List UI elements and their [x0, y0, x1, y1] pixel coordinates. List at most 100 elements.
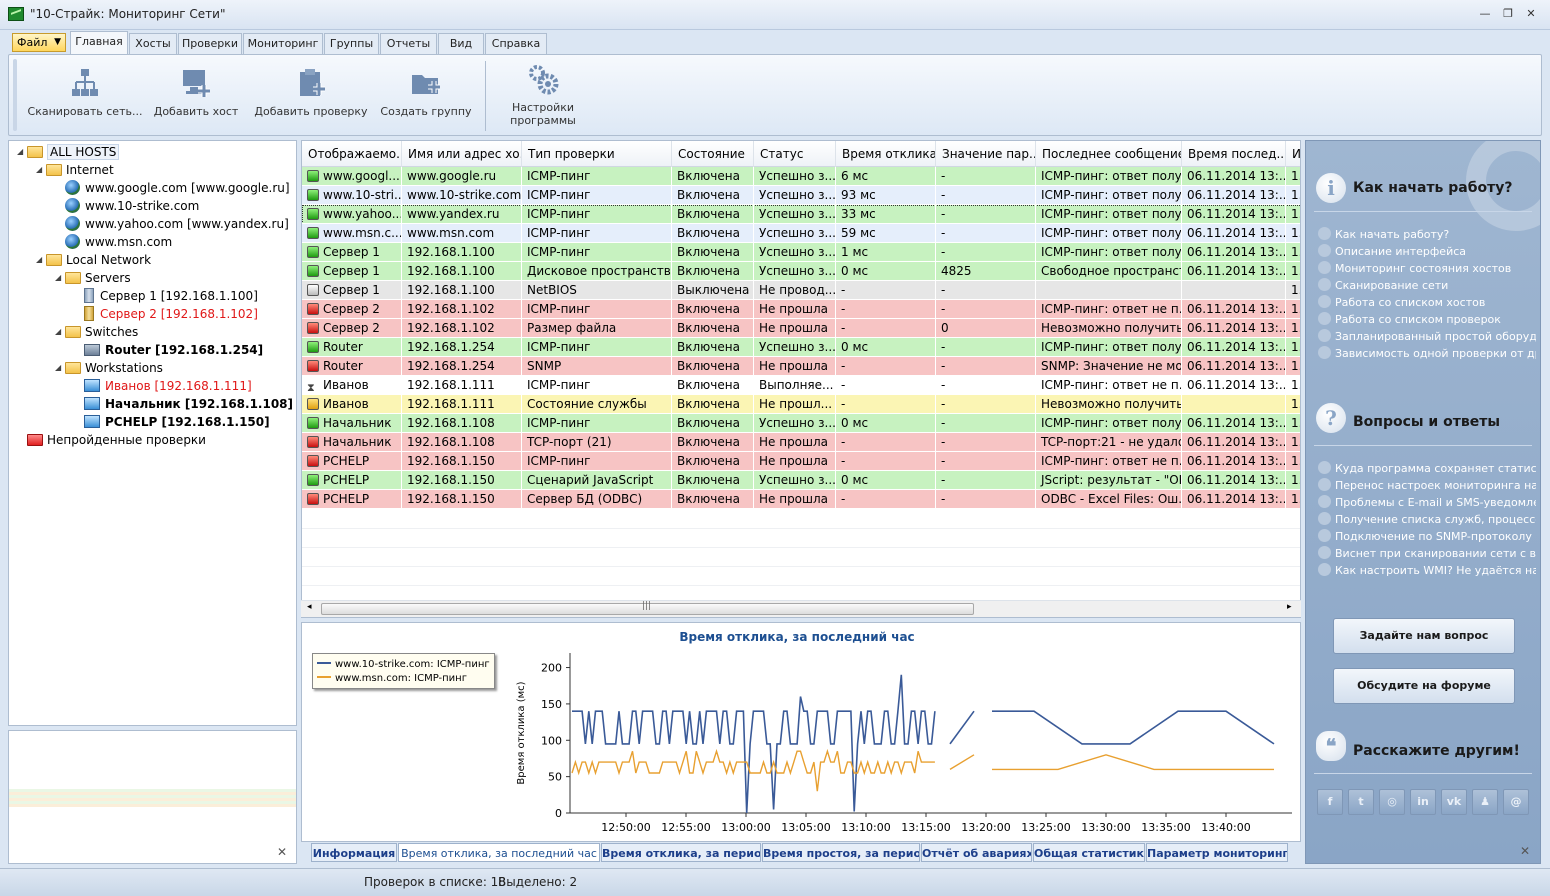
tree-node[interactable]: ◢ Local Network	[36, 251, 151, 269]
tree-node[interactable]: Начальник [192.168.1.108]	[74, 395, 293, 413]
help-link[interactable]: Куда программа сохраняет статисти...	[1318, 461, 1536, 475]
program-settings-button[interactable]: Настройки программы	[503, 63, 583, 127]
help-link[interactable]: Описание интерфейса	[1318, 244, 1536, 258]
tab-home[interactable]: Главная	[70, 31, 128, 54]
close-icon[interactable]: ✕	[1520, 844, 1531, 858]
tree-node[interactable]: ◢ Switches	[55, 323, 138, 341]
help-link[interactable]: Перенос настроек мониторинга на д...	[1318, 478, 1536, 492]
help-link[interactable]: Запланированный простой оборудов...	[1318, 329, 1536, 343]
help-link[interactable]: Работа со списком хостов	[1318, 295, 1536, 309]
restore-button[interactable]: ❐	[1503, 7, 1513, 20]
vk-icon[interactable]: vk	[1441, 789, 1467, 815]
table-row[interactable]: www.msn.c... www.msn.com ICMP-пинг Включена…	[302, 224, 1300, 243]
help-link[interactable]: Работа со списком проверок	[1318, 312, 1536, 326]
checks-table[interactable]: Отображаемо... Имя или адрес хо... Тип про…	[301, 140, 1301, 618]
tree-node[interactable]: Сервер 1 [192.168.1.100]	[74, 287, 258, 305]
column-header[interactable]: И	[1286, 141, 1300, 167]
help-link[interactable]: Подключение по SNMP-протоколу	[1318, 529, 1536, 543]
column-header[interactable]: Статус	[754, 141, 836, 167]
tree-node[interactable]: www.yahoo.com [www.yandex.ru]	[55, 215, 289, 233]
create-group-button[interactable]: Создать группу	[379, 67, 473, 118]
tree-node[interactable]: PCHELP [192.168.1.150]	[74, 413, 270, 431]
table-row[interactable]: Начальник 192.168.1.108 ICMP-пинг Включена У…	[302, 414, 1300, 433]
table-row[interactable]: Иванов 192.168.1.111 Состояние службы Включ…	[302, 395, 1300, 414]
tab-checks[interactable]: Проверки	[178, 33, 242, 54]
table-row[interactable]: Сервер 1 192.168.1.100 ICMP-пинг Включена Ус…	[302, 243, 1300, 262]
tab-monitoring-parameter[interactable]: Параметр мониторинга	[1146, 843, 1288, 862]
expand-arrow-icon[interactable]: ◢	[55, 273, 62, 282]
help-link[interactable]: Проблемы с E-mail и SMS-уведомлен...	[1318, 495, 1536, 509]
close-button[interactable]: ✕	[1526, 7, 1536, 20]
table-row[interactable]: Сервер 2 192.168.1.102 Размер файла Включен…	[302, 319, 1300, 338]
tab-view[interactable]: Вид	[438, 33, 484, 54]
expand-arrow-icon[interactable]: ◢	[36, 165, 43, 174]
help-link[interactable]: Получение списка служб, процессов...	[1318, 512, 1536, 526]
column-header[interactable]: Отображаемо...	[302, 141, 402, 167]
table-row[interactable]: PCHELP 192.168.1.150 Сервер БД (ODBC) Включ…	[302, 490, 1300, 509]
table-row[interactable]: www.googl... www.google.ru ICMP-пинг Включе…	[302, 167, 1300, 186]
column-header[interactable]: Время послед...	[1182, 141, 1286, 167]
table-row[interactable]: PCHELP 192.168.1.150 ICMP-пинг Включена Не п…	[302, 452, 1300, 471]
table-row[interactable]: Сервер 2 192.168.1.102 ICMP-пинг Включена Не…	[302, 300, 1300, 319]
column-header[interactable]: Последнее сообщение	[1036, 141, 1182, 167]
expand-arrow-icon[interactable]: ◢	[36, 255, 43, 264]
column-header[interactable]: Имя или адрес хо...	[402, 141, 522, 167]
tab-response-period[interactable]: Время отклика, за период	[601, 843, 761, 862]
tree-node[interactable]: ◢ ALL HOSTS	[17, 143, 120, 161]
facebook-icon[interactable]: f	[1317, 789, 1343, 815]
add-host-button[interactable]: Добавить хост	[149, 67, 243, 118]
tree-node[interactable]: ◢ Workstations	[55, 359, 163, 377]
file-menu-button[interactable]: Файл ▼	[12, 33, 66, 52]
tab-reports[interactable]: Отчеты	[380, 33, 437, 54]
tab-general-statistics[interactable]: Общая статистика	[1033, 843, 1145, 862]
tree-node[interactable]: www.google.com [www.google.ru]	[55, 179, 290, 197]
tree-node[interactable]: Router [192.168.1.254]	[74, 341, 263, 359]
tab-groups[interactable]: Группы	[324, 33, 379, 54]
table-row[interactable]: www.yahoo... www.yandex.ru ICMP-пинг Включе…	[302, 205, 1300, 224]
help-link[interactable]: Сканирование сети	[1318, 278, 1536, 292]
scroll-right-icon[interactable]: ▸	[1287, 602, 1292, 612]
help-link[interactable]: Мониторинг состояния хостов	[1318, 261, 1536, 275]
scroll-left-icon[interactable]: ◂	[307, 602, 312, 612]
expand-arrow-icon[interactable]: ◢	[55, 327, 62, 336]
column-header[interactable]: Время отклика	[836, 141, 936, 167]
tree-node[interactable]: ◢ Servers	[55, 269, 131, 287]
table-row[interactable]: Router 192.168.1.254 SNMP Включена Не прошла…	[302, 357, 1300, 376]
help-link[interactable]: Как настроить WMI? Не удаётся нас...	[1318, 563, 1536, 577]
help-link[interactable]: Как начать работу?	[1318, 227, 1536, 241]
table-row[interactable]: PCHELP 192.168.1.150 Сценарий JavaScript Вк…	[302, 471, 1300, 490]
tab-incident-report[interactable]: Отчёт об авариях	[921, 843, 1032, 862]
ask-question-button[interactable]: Задайте нам вопрос	[1333, 618, 1515, 654]
column-header[interactable]: Тип проверки	[522, 141, 672, 167]
tab-help[interactable]: Справка	[485, 33, 547, 54]
tree-node[interactable]: Непройденные проверки	[17, 431, 206, 449]
host-tree[interactable]: ◢ ALL HOSTS ◢ Internet www.google.com [www.g…	[8, 140, 297, 726]
odnoklassniki-icon[interactable]: ♟	[1472, 789, 1498, 815]
forum-button[interactable]: Обсудите на форуме	[1333, 668, 1515, 704]
help-link[interactable]: Зависимость одной проверки от дру...	[1318, 346, 1536, 360]
tree-node[interactable]: Сервер 2 [192.168.1.102]	[74, 305, 258, 323]
linkedin-icon[interactable]: in	[1410, 789, 1436, 815]
tab-downtime-period[interactable]: Время простоя, за период	[762, 843, 920, 862]
twitter-icon[interactable]: t	[1348, 789, 1374, 815]
tree-node[interactable]: www.10-strike.com	[55, 197, 199, 215]
tab-hosts[interactable]: Хосты	[129, 33, 177, 54]
table-row[interactable]: Router 192.168.1.254 ICMP-пинг Включена Успе…	[302, 338, 1300, 357]
column-header[interactable]: Значение пар...	[936, 141, 1036, 167]
email-icon[interactable]: @	[1503, 789, 1529, 815]
tab-monitoring[interactable]: Мониторинг	[243, 33, 323, 54]
table-row[interactable]: Сервер 1 192.168.1.100 NetBIOS Выключена Не …	[302, 281, 1300, 300]
column-header[interactable]: Состояние	[672, 141, 754, 167]
table-row[interactable]: Сервер 1 192.168.1.100 Дисковое пространст…	[302, 262, 1300, 281]
expand-arrow-icon[interactable]: ◢	[17, 147, 24, 156]
pinterest-icon[interactable]: ◎	[1379, 789, 1405, 815]
tab-information[interactable]: Информация	[311, 843, 397, 862]
scan-network-button[interactable]: Сканировать сеть...	[25, 67, 145, 118]
add-check-button[interactable]: Добавить проверку	[253, 67, 369, 118]
scrollbar-thumb[interactable]: |||	[321, 601, 974, 615]
table-row[interactable]: Начальник 192.168.1.108 TCP-порт (21) Включ…	[302, 433, 1300, 452]
table-row[interactable]: www.10-stri... www.10-strike.com ICMP-пинг…	[302, 186, 1300, 205]
table-row[interactable]: ⧗ Иванов 192.168.1.111 ICMP-пинг Включена Вып…	[302, 376, 1300, 395]
tree-node[interactable]: www.msn.com	[55, 233, 172, 251]
tab-response-last-hour[interactable]: Время отклика, за последний час	[398, 843, 600, 862]
